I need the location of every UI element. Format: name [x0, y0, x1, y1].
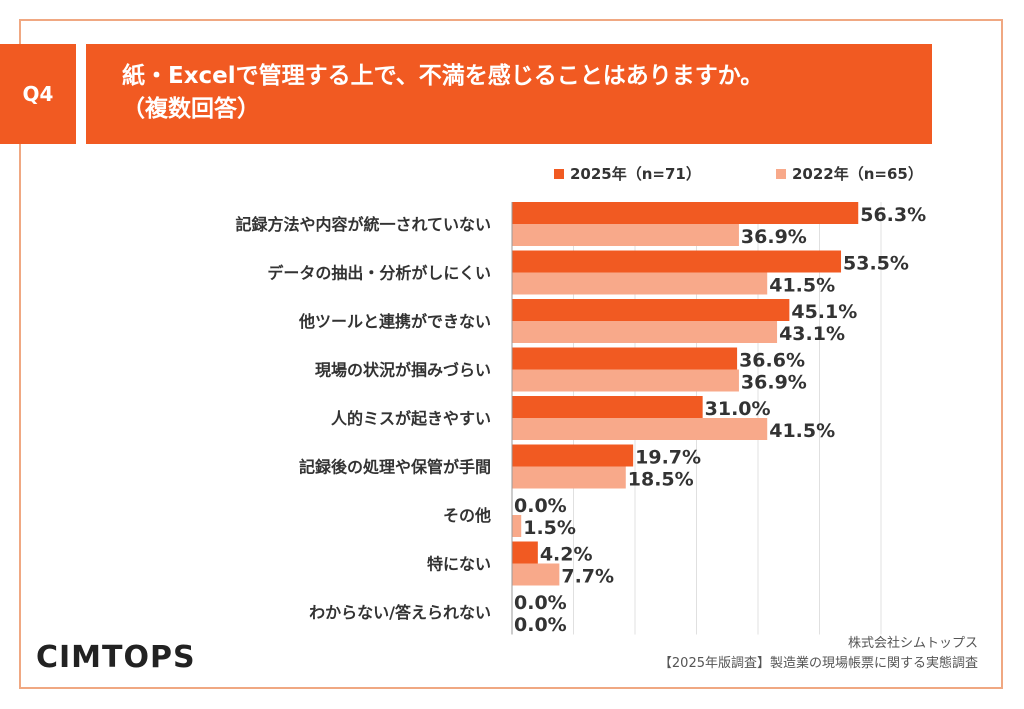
question-title-line2: （複数回答）: [122, 96, 260, 122]
bar-2022: [512, 369, 739, 392]
bar-2022: [512, 466, 626, 489]
brand-logo: CIMTOPS: [36, 640, 196, 675]
data-label: 36.6%: [739, 350, 805, 372]
category-label: その他: [443, 506, 491, 525]
credit-survey: 【2025年版調査】製造業の現場帳票に関する実態調査: [658, 656, 978, 671]
card-frame: [19, 19, 1003, 689]
data-label: 18.5%: [628, 469, 694, 491]
category-label: データの抽出・分析がしにくい: [267, 264, 491, 283]
bar-2025: [512, 299, 790, 321]
category-label: 特にない: [427, 555, 491, 574]
bar-2022: [512, 272, 768, 295]
data-label: 31.0%: [705, 398, 771, 420]
data-label: 0.0%: [514, 592, 567, 614]
legend-swatch-2022: [776, 168, 786, 179]
question-title-line1: 紙・Excelで管理する上で、不満を感じることはありますか。: [122, 63, 764, 89]
data-label: 43.1%: [779, 323, 845, 345]
category-label: 現場の状況が掴みづらい: [315, 361, 491, 380]
bar-2025: [512, 541, 538, 564]
data-label: 45.1%: [791, 301, 857, 323]
legend-label-2025: 2025年（n=71）: [570, 165, 701, 183]
bar-2025: [512, 202, 859, 224]
legend-item-2022: 2022年（n=65）: [776, 163, 923, 184]
legend-item-2025: 2025年（n=71）: [554, 163, 701, 184]
data-label: 1.5%: [523, 517, 576, 539]
bar-2025: [512, 396, 703, 418]
data-label: 36.9%: [741, 226, 807, 248]
category-label: わからない/答えられない: [309, 603, 491, 622]
data-label: 53.5%: [843, 253, 909, 275]
legend-swatch-2025: [554, 168, 564, 179]
data-label: 7.7%: [561, 566, 614, 588]
category-label: 人的ミスが起きやすい: [331, 409, 491, 428]
legend-label-2022: 2022年（n=65）: [792, 165, 923, 183]
category-label: 記録後の処理や保管が手間: [299, 458, 491, 477]
data-label: 41.5%: [769, 275, 835, 297]
data-label: 41.5%: [769, 420, 835, 442]
credit-company: 株式会社シムトップス: [847, 636, 978, 651]
data-label: 0.0%: [514, 495, 567, 517]
category-label: 記録方法や内容が統一されていない: [235, 215, 491, 234]
data-label: 19.7%: [635, 447, 701, 469]
data-label: 0.0%: [514, 614, 567, 636]
bar-2025: [512, 444, 634, 467]
data-label: 56.3%: [860, 204, 926, 226]
bar-2022: [512, 224, 739, 246]
question-badge: Q4: [0, 44, 76, 144]
bar-2022: [512, 563, 560, 586]
question-title: 紙・Excelで管理する上で、不満を感じることはありますか。 （複数回答）: [86, 44, 932, 144]
data-label: 36.9%: [741, 372, 807, 394]
bar-2022: [512, 515, 522, 537]
bar-2022: [512, 418, 768, 440]
bar-2025: [512, 250, 842, 273]
bar-2025: [512, 347, 738, 370]
category-label: 他ツールと連携ができない: [298, 312, 491, 331]
data-label: 4.2%: [540, 544, 593, 566]
bar-2022: [512, 321, 778, 343]
